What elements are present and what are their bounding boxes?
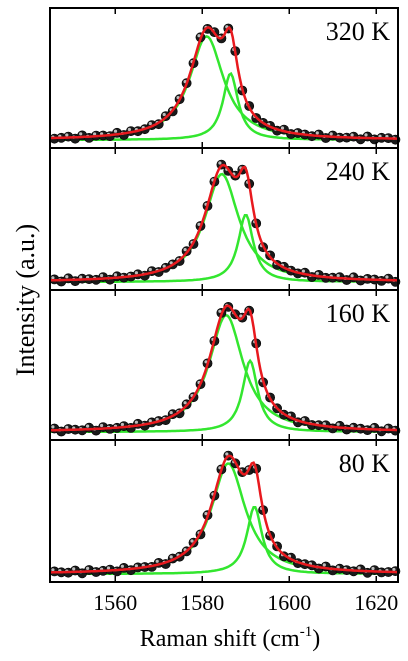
- data-point-highlight: [239, 314, 243, 318]
- component-peak-curve: [49, 358, 398, 434]
- data-point-highlight: [113, 273, 118, 277]
- panel-3: 80 K: [49, 439, 401, 583]
- total-fit-curve: [50, 454, 398, 574]
- component-peak-curve: [50, 34, 398, 141]
- data-point-highlight: [280, 126, 285, 130]
- data-point-highlight: [106, 566, 111, 570]
- data-point-highlight: [350, 274, 354, 278]
- data-point-highlight: [148, 121, 152, 126]
- data-point-highlight: [120, 422, 124, 427]
- data-point-highlight: [120, 564, 124, 568]
- data-point-highlight: [364, 133, 368, 137]
- component-peak-curve: [50, 462, 399, 574]
- data-point-highlight: [183, 401, 187, 405]
- panel-temperature-label: 80 K: [339, 449, 391, 478]
- data-point-highlight: [197, 34, 201, 38]
- data-point-highlight: [51, 568, 55, 572]
- data-point-highlight: [79, 275, 83, 279]
- data-point-highlight: [322, 563, 326, 567]
- data-point-highlight: [371, 566, 375, 571]
- component-peak-curve: [50, 505, 398, 576]
- data-point-highlight: [113, 129, 118, 133]
- data-point-highlight: [51, 276, 55, 280]
- panel-temperature-label: 160 K: [326, 299, 391, 328]
- data-point-highlight: [218, 161, 222, 165]
- data-point-highlight: [65, 275, 69, 279]
- x-axis-label-exponent: -1: [300, 624, 313, 640]
- data-point-highlight: [86, 566, 90, 571]
- x-tick-label: 1560: [93, 590, 137, 615]
- data-point-highlight: [197, 222, 201, 226]
- data-point-highlight: [301, 269, 305, 273]
- x-tick-label: 1600: [267, 590, 311, 615]
- data-point-highlight: [79, 132, 83, 136]
- x-tick-label: 1580: [180, 590, 224, 615]
- component-peak-curve: [50, 71, 398, 142]
- data-point-highlight: [51, 425, 55, 429]
- data-point-highlight: [169, 261, 173, 265]
- data-point-highlight: [371, 424, 375, 428]
- data-point-highlight: [134, 271, 138, 275]
- data-point-highlight: [336, 274, 340, 278]
- panel-1: 240 K: [49, 147, 401, 291]
- x-axis-label-close: ): [312, 626, 320, 652]
- data-point-highlight: [169, 555, 173, 559]
- component-peak-curve: [49, 172, 398, 282]
- data-point-highlight: [350, 133, 354, 137]
- data-point-highlight: [350, 424, 354, 428]
- component-peak-curve: [50, 213, 398, 284]
- data-point-highlight: [93, 132, 97, 136]
- data-point-highlight: [148, 419, 152, 423]
- data-point-highlight: [183, 248, 187, 252]
- data-point-highlight: [329, 132, 333, 136]
- x-tick-label: 1620: [354, 590, 398, 615]
- data-point-highlight: [162, 112, 166, 117]
- data-point-highlight: [100, 273, 104, 278]
- total-fit-curve: [49, 25, 398, 140]
- data-point-highlight: [322, 422, 326, 426]
- data-point-highlight: [100, 423, 104, 428]
- component-peak-curve: [50, 313, 398, 432]
- data-point-highlight: [218, 309, 222, 313]
- panel-2: 160 K: [49, 289, 401, 441]
- data-point-highlight: [127, 127, 131, 132]
- y-axis-label: Intensity (a.u.): [11, 224, 40, 376]
- data-point-highlight: [336, 565, 340, 569]
- data-point-highlight: [190, 539, 194, 543]
- data-point-highlight: [315, 131, 319, 135]
- data-point-highlight: [392, 567, 396, 572]
- data-point-highlight: [134, 564, 138, 568]
- data-point-highlight: [378, 134, 382, 138]
- data-point-highlight: [385, 425, 389, 429]
- data-point-highlight: [336, 422, 340, 426]
- x-axis: 1560 1580 1600 1620: [93, 590, 398, 615]
- x-axis-label: Raman shift (cm-1): [140, 624, 320, 652]
- panels-group: 320 K 240 K 160 K 80 K: [49, 7, 401, 583]
- data-point-highlight: [72, 567, 76, 571]
- data-point-highlight: [148, 267, 152, 272]
- data-point-highlight: [169, 411, 173, 415]
- panel-0: 320 K: [49, 7, 401, 149]
- data-point-highlight: [385, 275, 389, 279]
- data-point-highlight: [357, 566, 361, 570]
- data-point-highlight: [364, 275, 368, 279]
- data-point-highlight: [204, 511, 208, 516]
- panel-temperature-label: 320 K: [326, 17, 391, 46]
- panel-temperature-label: 240 K: [326, 157, 391, 186]
- data-point-highlight: [162, 264, 166, 268]
- data-point-highlight: [155, 559, 159, 563]
- panel-frame: [49, 439, 399, 583]
- total-fit-curve: [50, 163, 398, 282]
- data-point-highlight: [301, 417, 305, 421]
- total-fit-curve: [49, 304, 399, 432]
- data-point-highlight: [315, 271, 319, 275]
- data-point-highlight: [134, 420, 138, 424]
- data-point-highlight: [65, 425, 69, 429]
- data-point-highlight: [65, 133, 69, 137]
- data-point-highlight: [86, 424, 90, 428]
- data-point-highlight: [225, 452, 229, 456]
- x-axis-label-main: Raman shift (cm: [140, 626, 300, 652]
